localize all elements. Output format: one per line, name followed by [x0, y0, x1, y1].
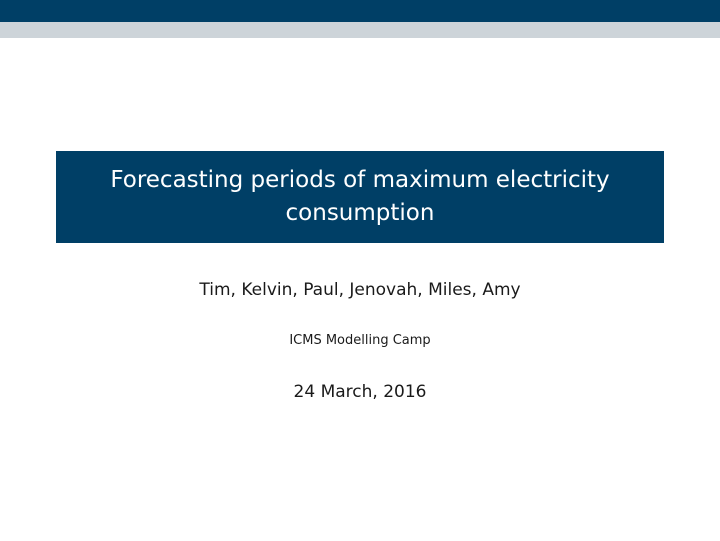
slide-title-line-1: Forecasting periods of maximum electrici…: [110, 167, 610, 193]
header-bar-light: [0, 22, 720, 38]
title-box: Forecasting periods of maximum electrici…: [56, 151, 664, 243]
slide-authors: Tim, Kelvin, Paul, Jenovah, Miles, Amy: [199, 280, 521, 300]
slide-institute: ICMS Modelling Camp: [289, 333, 431, 348]
slide-title-line-2: consumption: [285, 200, 435, 226]
header-bar-dark: [0, 0, 720, 22]
slide-date: 24 March, 2016: [293, 382, 427, 402]
